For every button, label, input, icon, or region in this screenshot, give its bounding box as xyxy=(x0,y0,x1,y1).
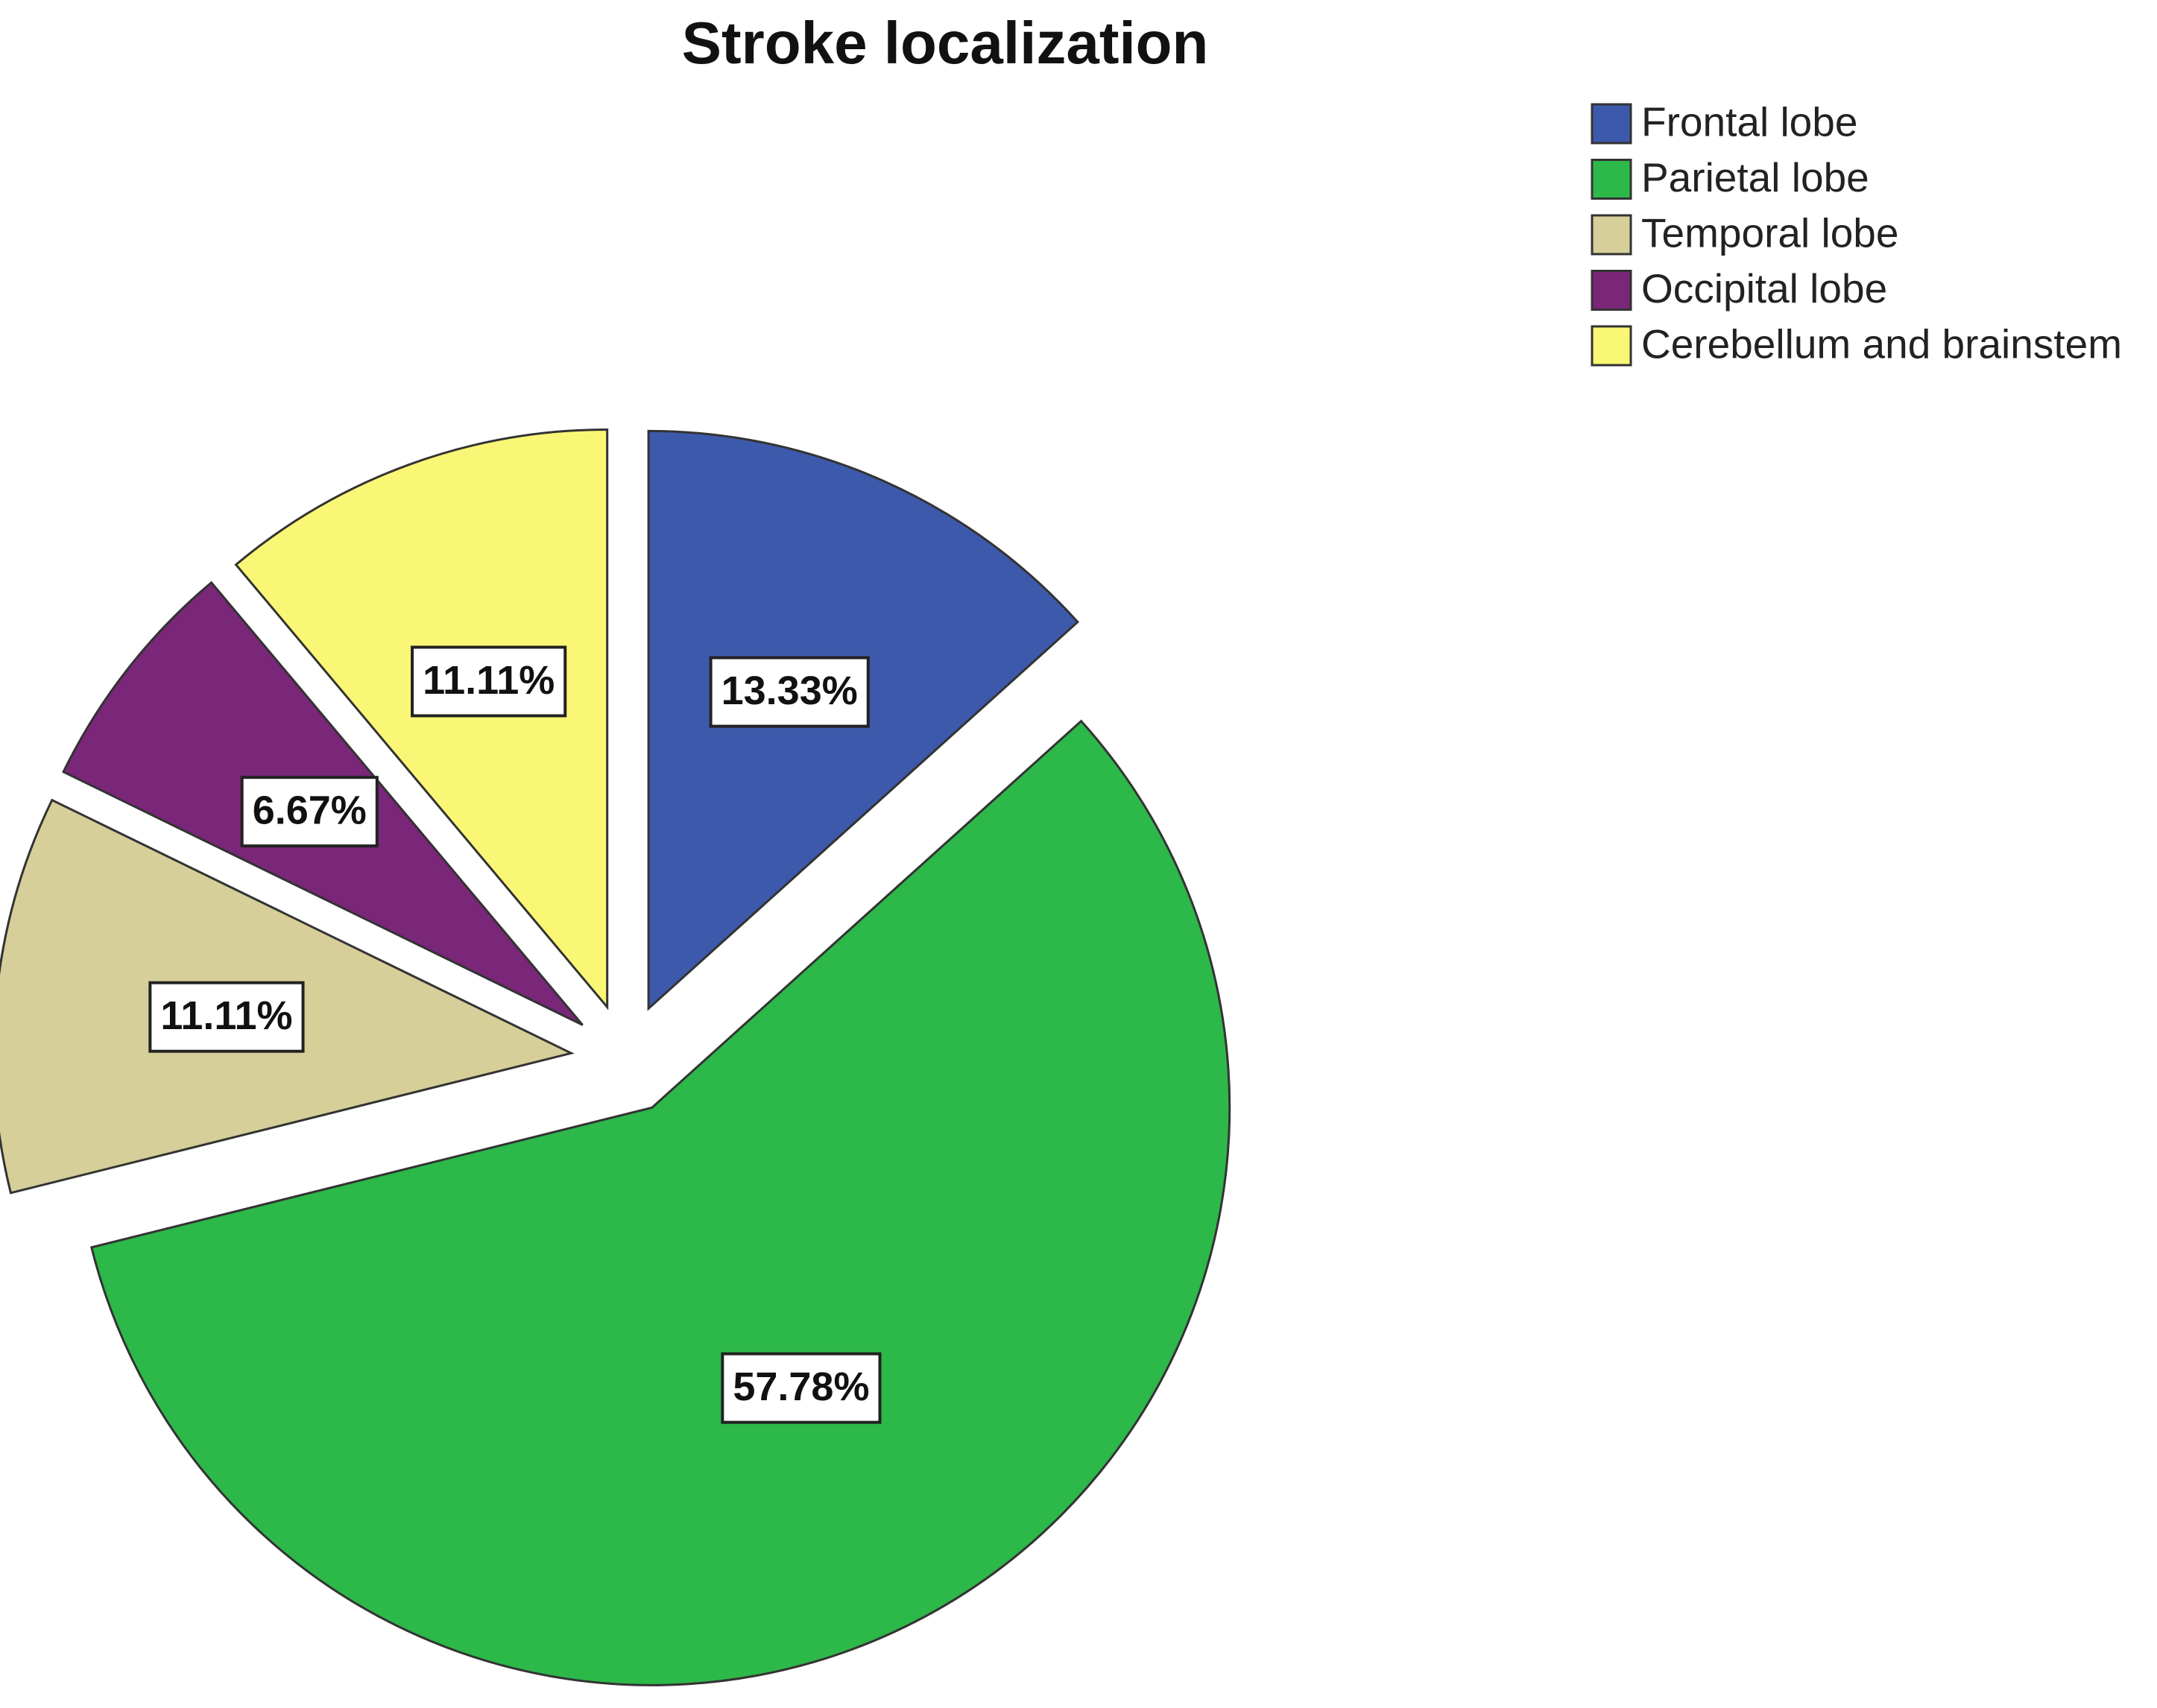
legend-swatch xyxy=(1591,325,1632,367)
data-label-text: 11.11% xyxy=(160,993,292,1038)
data-label-text: 6.67% xyxy=(253,788,367,832)
data-label: 11.11% xyxy=(411,645,567,718)
data-label-text: 57.78% xyxy=(733,1364,869,1409)
legend-label: Parietal lobe xyxy=(1641,154,1869,200)
legend-label: Temporal lobe xyxy=(1641,210,1898,256)
data-label-box xyxy=(709,656,870,728)
legend-label: Occipital lobe xyxy=(1641,265,1887,311)
data-label-box xyxy=(148,981,305,1053)
data-label: 13.33% xyxy=(709,656,870,728)
data-label: 57.78% xyxy=(721,1352,882,1424)
data-label: 6.67% xyxy=(240,776,379,848)
data-label: 11.11% xyxy=(148,981,305,1053)
pie-slice xyxy=(234,428,609,1010)
legend-swatch xyxy=(1591,159,1632,200)
legend-swatch xyxy=(1591,214,1632,256)
legend-label: Cerebellum and brainstem xyxy=(1641,321,2122,367)
legend-swatch xyxy=(1591,103,1632,145)
data-label-text: 11.11% xyxy=(423,658,555,703)
data-label-box xyxy=(721,1352,882,1424)
data-label-box xyxy=(240,776,379,848)
data-label-box xyxy=(411,645,567,718)
data-label-text: 13.33% xyxy=(721,668,858,713)
legend-swatch xyxy=(1591,270,1632,311)
chart-title: Stroke localization xyxy=(682,10,1209,76)
legend-label: Frontal lobe xyxy=(1641,99,1857,145)
pie-slice xyxy=(89,719,1231,1686)
